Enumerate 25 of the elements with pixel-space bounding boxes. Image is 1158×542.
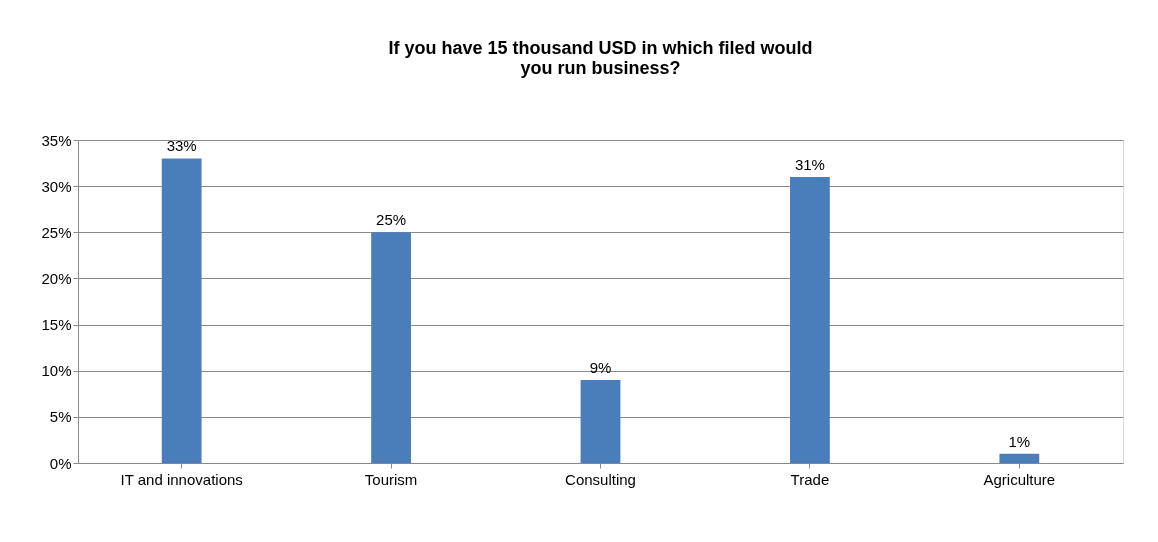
x-tick-label: IT and innovations [120,470,243,488]
text: you run business? [520,58,681,78]
data-label: 33% [166,137,197,155]
data-label: 25% [376,211,407,229]
bar [999,453,1040,463]
y-tick-label: 10% [41,362,72,380]
y-tick-label: 20% [41,269,72,287]
bar [790,176,830,463]
y-tick-label: 15% [41,316,72,334]
data-label: 1% [1008,432,1031,450]
y-tick-label: 30% [41,177,72,195]
bar [371,232,411,463]
y-tick-label: 5% [49,408,72,426]
bar [580,379,621,463]
x-tick-label: Agriculture [983,470,1056,488]
x-tick-label: Trade [790,470,830,488]
x-tick-label: Consulting [565,470,636,488]
data-label: 9% [589,358,612,376]
y-tick-label: 35% [41,131,72,149]
bar [161,158,202,463]
data-label: 31% [794,155,825,173]
y-tick-label: 0% [49,454,72,472]
text: If you have 15 thousand USD in which filed would [388,38,813,58]
x-tick-label: Tourism [364,470,418,488]
y-tick-label: 25% [41,223,72,241]
